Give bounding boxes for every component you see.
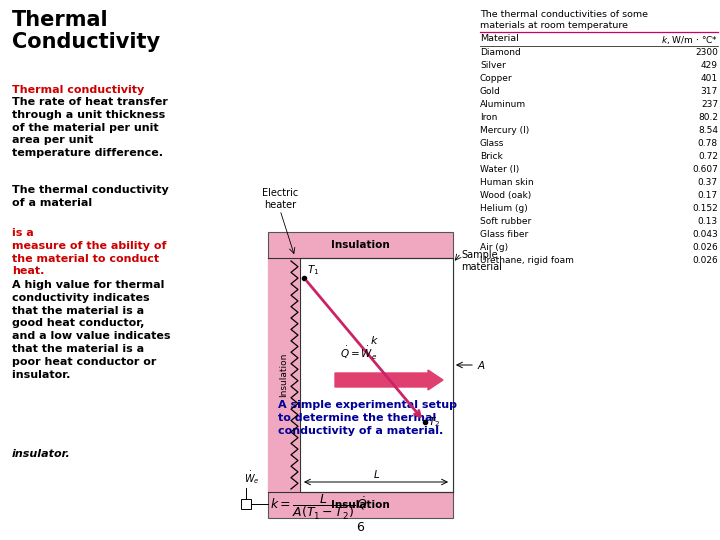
Text: Diamond: Diamond (480, 48, 521, 57)
Text: A simple experimental setup
to determine the thermal
conductivity of a material.: A simple experimental setup to determine… (278, 400, 457, 436)
Text: 0.043: 0.043 (692, 230, 718, 239)
Text: 0.78: 0.78 (698, 139, 718, 148)
Text: Insulation: Insulation (331, 500, 390, 510)
Text: Glass fiber: Glass fiber (480, 230, 528, 239)
Text: $k$, W/m $\cdot$ °C*: $k$, W/m $\cdot$ °C* (661, 34, 718, 46)
Text: $A$: $A$ (477, 359, 486, 371)
Text: Silver: Silver (480, 61, 505, 70)
Text: Brick: Brick (480, 152, 503, 161)
Text: $T_1$: $T_1$ (307, 263, 320, 277)
Text: Gold: Gold (480, 87, 501, 96)
FancyArrow shape (335, 370, 443, 390)
Text: $T_2$: $T_2$ (428, 415, 440, 429)
Text: Thermal conductivity: Thermal conductivity (12, 85, 144, 95)
Text: 2300: 2300 (695, 48, 718, 57)
Text: 429: 429 (701, 61, 718, 70)
Text: The thermal conductivity
of a material: The thermal conductivity of a material (12, 185, 168, 208)
Text: The thermal conductivities of some
materials at room temperature: The thermal conductivities of some mater… (480, 10, 648, 30)
Text: Human skin: Human skin (480, 178, 534, 187)
Bar (241, 499, 251, 509)
Text: Material: Material (480, 34, 518, 43)
Text: The rate of heat transfer
through a unit thickness
of the material per unit
area: The rate of heat transfer through a unit… (12, 97, 168, 158)
Text: insulator.: insulator. (12, 449, 71, 459)
Text: 0.026: 0.026 (692, 256, 718, 265)
Text: 0.72: 0.72 (698, 152, 718, 161)
Bar (300, 258, 453, 492)
Text: 0.607: 0.607 (692, 165, 718, 174)
Bar (268, 232, 453, 518)
Text: A high value for thermal
conductivity indicates
that the material is a
good heat: A high value for thermal conductivity in… (12, 280, 171, 380)
Text: $L$: $L$ (373, 468, 380, 480)
Text: Sample
material: Sample material (461, 250, 502, 272)
Text: Air (g): Air (g) (480, 243, 508, 252)
Text: $\dot{Q} = \dot{W}_e$: $\dot{Q} = \dot{W}_e$ (340, 345, 377, 362)
Text: 0.37: 0.37 (698, 178, 718, 187)
Text: 80.2: 80.2 (698, 113, 718, 122)
Text: 0.026: 0.026 (692, 243, 718, 252)
Text: Insulation: Insulation (331, 240, 390, 250)
Text: is a
measure of the ability of
the material to conduct
heat.: is a measure of the ability of the mater… (12, 228, 166, 276)
Text: Water (l): Water (l) (480, 165, 519, 174)
Text: 0.13: 0.13 (698, 217, 718, 226)
Text: 6: 6 (356, 521, 364, 534)
Text: Wood (oak): Wood (oak) (480, 191, 531, 200)
Text: Soft rubber: Soft rubber (480, 217, 531, 226)
Text: 0.17: 0.17 (698, 191, 718, 200)
Text: Helium (g): Helium (g) (480, 204, 528, 213)
Text: $k = \dfrac{L}{A(T_1-T_2)}\,\dot{Q}$: $k = \dfrac{L}{A(T_1-T_2)}\,\dot{Q}$ (270, 493, 368, 522)
Text: Urethane, rigid foam: Urethane, rigid foam (480, 256, 574, 265)
Text: Aluminum: Aluminum (480, 100, 526, 109)
Text: 8.54: 8.54 (698, 126, 718, 135)
Text: Copper: Copper (480, 74, 513, 83)
Bar (268, 258, 300, 492)
Text: Insulation: Insulation (279, 353, 289, 397)
Text: 401: 401 (701, 74, 718, 83)
Text: Electric
heater: Electric heater (262, 188, 298, 210)
Text: 317: 317 (701, 87, 718, 96)
Text: 237: 237 (701, 100, 718, 109)
Text: $\dot{W}_e$: $\dot{W}_e$ (244, 469, 260, 486)
Text: $k$: $k$ (370, 334, 379, 346)
Text: 0.152: 0.152 (692, 204, 718, 213)
Text: Iron: Iron (480, 113, 498, 122)
Text: Thermal
Conductivity: Thermal Conductivity (12, 10, 160, 52)
Text: Mercury (l): Mercury (l) (480, 126, 529, 135)
Text: Glass: Glass (480, 139, 505, 148)
